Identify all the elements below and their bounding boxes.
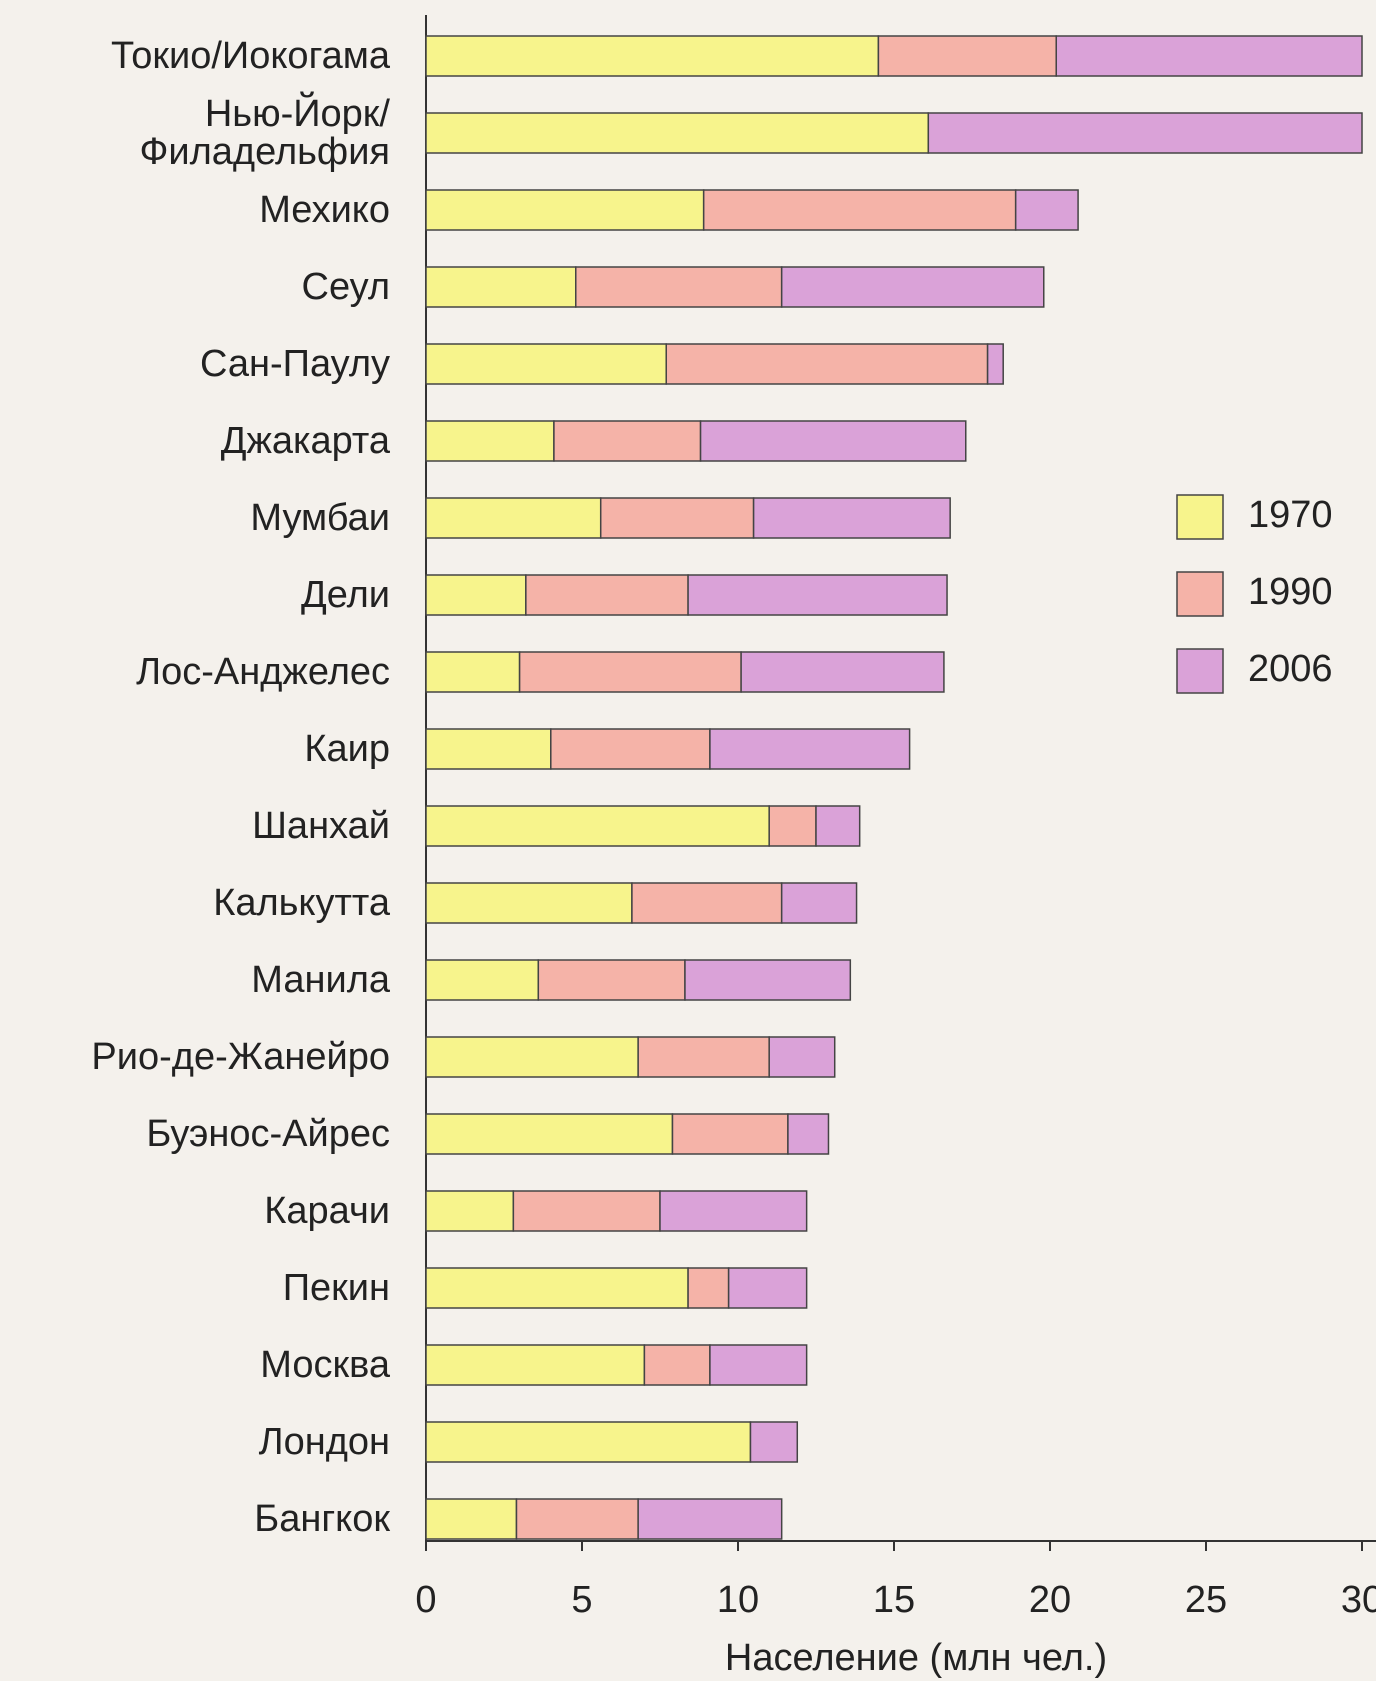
bar-segment: [575, 266, 783, 308]
bar-segment: [659, 1190, 808, 1232]
y-tick-label: Токио/Иокогама: [111, 35, 390, 77]
bar-segment: [637, 1498, 783, 1540]
bar-segment: [425, 959, 540, 1001]
bar-segment: [665, 343, 989, 385]
bar-segment: [687, 574, 948, 616]
x-tick-label: 20: [1029, 1579, 1071, 1621]
bar-segment: [425, 35, 880, 77]
y-tick-label: Бангкок: [254, 1498, 390, 1540]
bar-segment: [727, 1267, 808, 1309]
bar-segment: [425, 1267, 689, 1309]
bar-segment: [512, 1190, 661, 1232]
bar-segment: [518, 651, 742, 693]
y-tick-label: Пекин: [282, 1267, 390, 1309]
y-tick-label: Рио-де-Жанейро: [91, 1036, 390, 1078]
y-tick-label: Буэнос-Айрес: [146, 1113, 390, 1155]
bar-segment: [537, 959, 686, 1001]
bar-segment: [425, 805, 770, 847]
bar-segment: [550, 728, 711, 770]
bar-segment: [986, 343, 1004, 385]
bar-segment: [425, 112, 930, 154]
bar-segment: [1055, 35, 1363, 77]
bar-segment: [425, 266, 577, 308]
bar-segment: [927, 112, 1363, 154]
bar-segment: [709, 1344, 808, 1386]
y-tick-label: Лос-Анджелес: [136, 651, 390, 693]
bar-segment: [699, 420, 967, 462]
y-tick-label: Москва: [260, 1344, 390, 1386]
legend-swatch: [1176, 494, 1224, 540]
bar-segment: [425, 728, 552, 770]
bar-segment: [425, 497, 602, 539]
x-tick-label: 25: [1185, 1579, 1227, 1621]
bar-segment: [425, 1498, 518, 1540]
y-tick-label: Каир: [304, 728, 390, 770]
bar-segment: [780, 266, 1045, 308]
y-tick-label: Сан-Паулу: [200, 343, 390, 385]
bar-segment: [425, 882, 633, 924]
bar-segment: [425, 420, 555, 462]
bar-segment: [787, 1113, 830, 1155]
bar-segment: [671, 1113, 789, 1155]
bar-segment: [752, 497, 951, 539]
y-tick-label: Карачи: [264, 1190, 390, 1232]
bar-segment: [425, 574, 527, 616]
bar-segment: [425, 1190, 515, 1232]
y-tick-label: Калькутта: [213, 882, 390, 924]
y-tick-label: Сеул: [301, 266, 391, 308]
x-axis-label: Население (млн чел.): [725, 1637, 1107, 1679]
y-tick-label: Нью-Йорк/ Филадельфия: [139, 93, 390, 173]
bar-segment: [1014, 189, 1079, 231]
x-tick-label: 5: [571, 1579, 592, 1621]
bar-segment: [553, 420, 702, 462]
bar-segment: [749, 1421, 799, 1463]
y-tick-label: Шанхай: [252, 805, 390, 847]
legend-label: 1990: [1248, 571, 1333, 613]
y-tick-label: Дели: [300, 574, 390, 616]
bar-segment: [425, 1421, 752, 1463]
x-tick-label: 30: [1341, 1579, 1376, 1621]
legend-label: 2006: [1248, 648, 1333, 690]
bar-segment: [740, 651, 945, 693]
bar-segment: [780, 882, 858, 924]
bar-segment: [687, 1267, 730, 1309]
bar-segment: [425, 1344, 646, 1386]
bar-segment: [709, 728, 911, 770]
bar-segment: [425, 343, 667, 385]
bar-segment: [631, 882, 783, 924]
legend-label: 1970: [1248, 494, 1333, 536]
bar-segment: [768, 805, 817, 847]
y-tick-label: Мумбаи: [250, 497, 390, 539]
bar-segment: [425, 189, 705, 231]
bar-segment: [525, 574, 689, 616]
bar-segment: [815, 805, 861, 847]
bar-segment: [643, 1344, 711, 1386]
bar-segment: [425, 651, 521, 693]
bar-segment: [877, 35, 1057, 77]
y-tick-label: Мехико: [259, 189, 390, 231]
x-tick-label: 0: [415, 1579, 436, 1621]
bar-segment: [599, 497, 755, 539]
bar-segment: [515, 1498, 639, 1540]
bar-segment: [684, 959, 852, 1001]
x-tick-label: 10: [717, 1579, 759, 1621]
legend-swatch: [1176, 648, 1224, 694]
bar-segment: [425, 1113, 674, 1155]
x-tick-label: 15: [873, 1579, 915, 1621]
y-tick-label: Джакарта: [220, 420, 390, 462]
bar-segment: [702, 189, 1017, 231]
legend-swatch: [1176, 571, 1224, 617]
bar-segment: [425, 1036, 639, 1078]
y-tick-label: Лондон: [258, 1421, 390, 1463]
bar-segment: [768, 1036, 836, 1078]
bar-segment: [637, 1036, 770, 1078]
y-tick-label: Манила: [251, 959, 390, 1001]
